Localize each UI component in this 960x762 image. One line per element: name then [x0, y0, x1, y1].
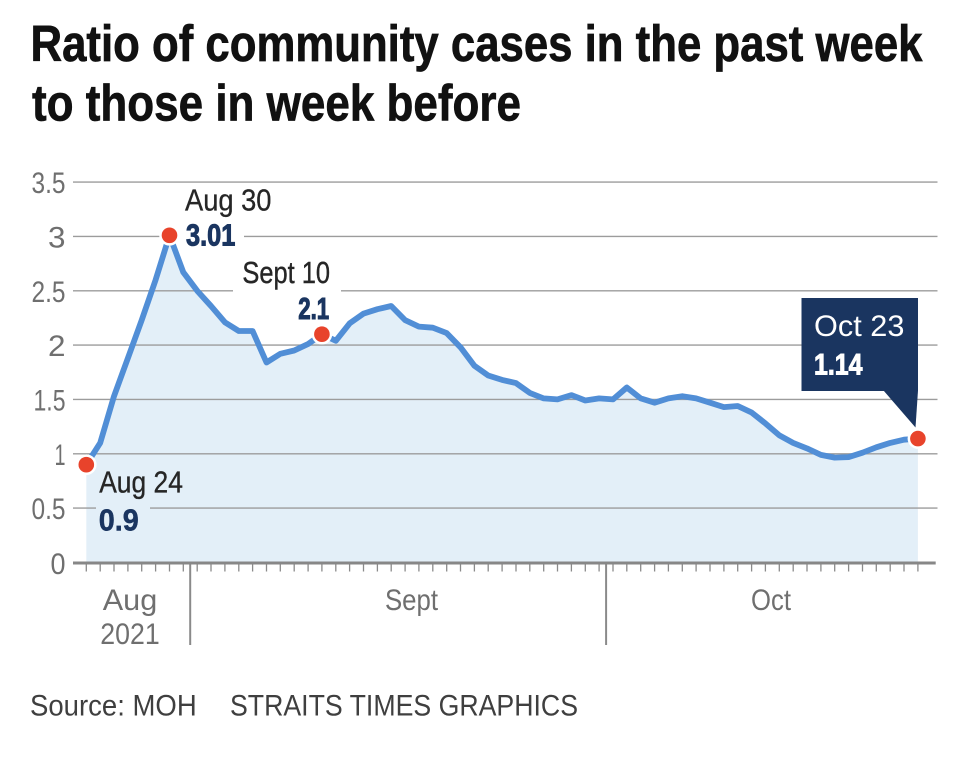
svg-text:STRAITS TIMES GRAPHICS: STRAITS TIMES GRAPHICS	[230, 690, 578, 723]
svg-text:2021: 2021	[100, 618, 159, 651]
svg-text:Aug: Aug	[103, 584, 158, 617]
svg-text:3.01: 3.01	[186, 218, 235, 253]
svg-text:Aug 24: Aug 24	[99, 465, 183, 500]
svg-text:2.1: 2.1	[298, 291, 329, 326]
svg-text:2: 2	[48, 330, 66, 363]
svg-text:3: 3	[48, 221, 66, 254]
svg-text:Source: MOH: Source: MOH	[30, 690, 197, 723]
svg-text:Sept 10: Sept 10	[242, 255, 330, 290]
svg-text:0.9: 0.9	[99, 503, 139, 538]
svg-text:0: 0	[51, 548, 66, 581]
svg-text:3.5: 3.5	[32, 167, 66, 200]
svg-text:1.5: 1.5	[34, 384, 66, 417]
svg-text:1: 1	[55, 439, 66, 472]
svg-text:Aug 30: Aug 30	[185, 183, 272, 218]
svg-text:Oct 23: Oct 23	[814, 310, 904, 343]
svg-text:1.14: 1.14	[814, 349, 863, 382]
svg-text:2.5: 2.5	[32, 276, 66, 309]
svg-text:Ratio of community cases in th: Ratio of community cases in the past wee…	[31, 15, 924, 72]
svg-text:to those in week before: to those in week before	[32, 75, 521, 132]
svg-text:Oct: Oct	[751, 584, 792, 617]
svg-text:Sept: Sept	[385, 584, 439, 617]
svg-text:0.5: 0.5	[32, 493, 66, 526]
